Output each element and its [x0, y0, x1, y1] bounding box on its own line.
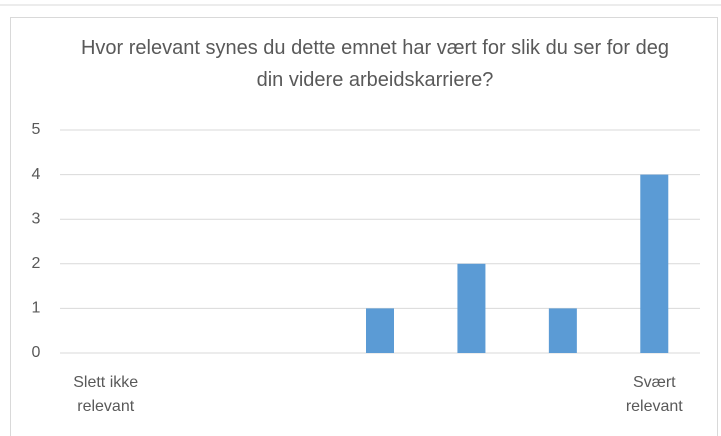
x-tick-label: Slett ikke relevant — [73, 374, 139, 415]
bar — [640, 174, 669, 353]
y-tick-label: 0 — [32, 344, 41, 361]
y-tick-label: 1 — [32, 300, 41, 317]
y-tick-label: 2 — [32, 255, 41, 272]
bar — [548, 308, 577, 353]
bar — [457, 263, 486, 353]
y-tick-label: 4 — [32, 166, 41, 183]
x-tick-label: Svært relevant — [625, 374, 683, 415]
chart-frame — [10, 17, 718, 436]
bar — [366, 308, 394, 353]
chart-title: Hvor relevant synes du dette emnet har v… — [80, 37, 670, 91]
y-tick-label: 5 — [32, 121, 41, 138]
y-tick-label: 3 — [32, 210, 41, 227]
